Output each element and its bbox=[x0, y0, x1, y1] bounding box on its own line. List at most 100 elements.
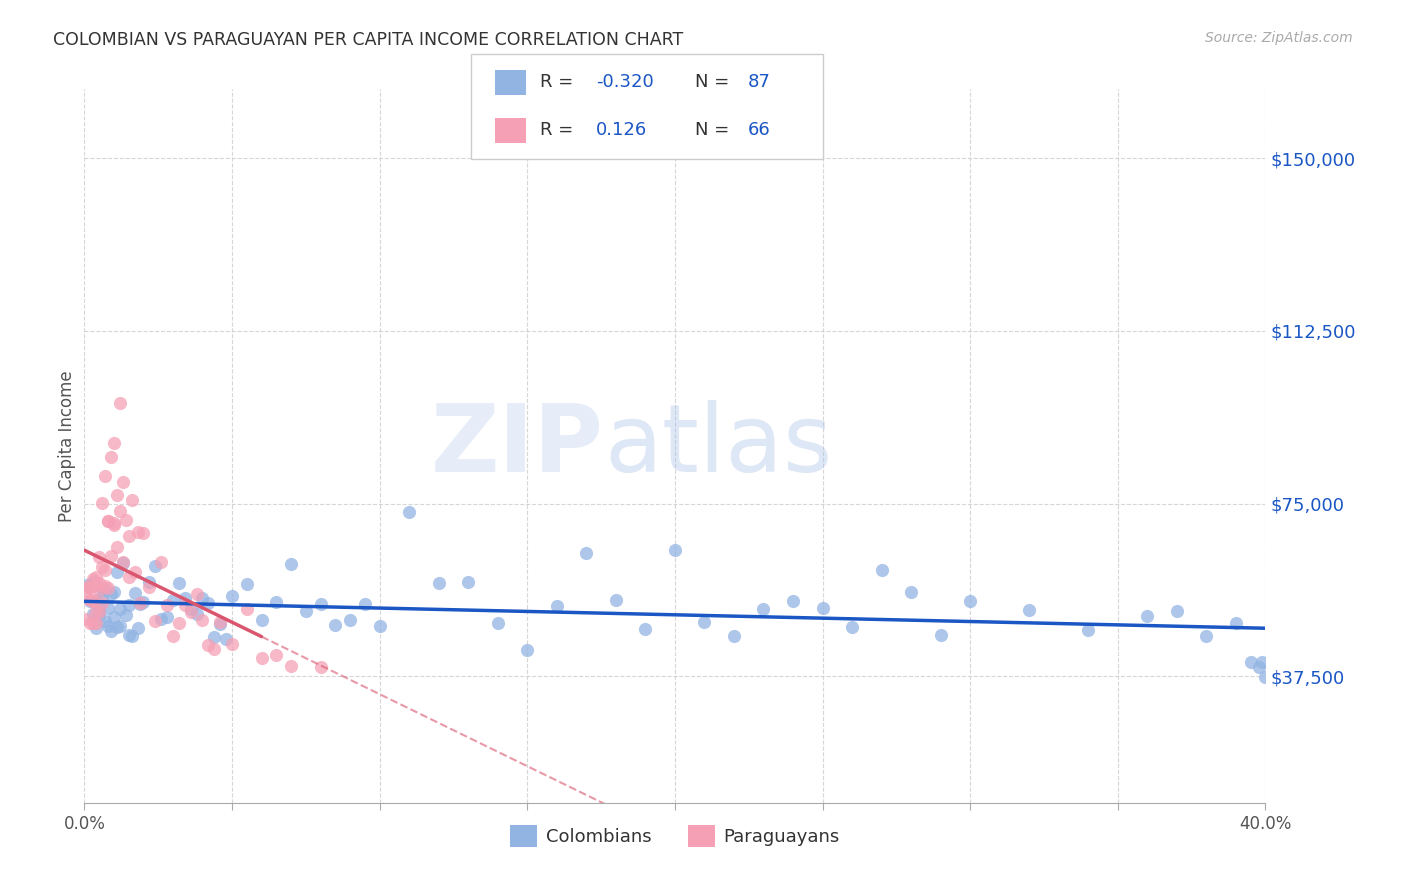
Point bbox=[250, 613, 273, 627]
Point bbox=[114, 513, 136, 527]
Point bbox=[87, 604, 111, 618]
Point bbox=[209, 617, 232, 632]
Point bbox=[103, 516, 125, 531]
Point bbox=[1018, 603, 1040, 617]
Point bbox=[209, 615, 232, 630]
Point bbox=[97, 514, 120, 528]
Point bbox=[97, 581, 120, 595]
Point bbox=[1254, 670, 1277, 684]
Point bbox=[105, 620, 128, 634]
Point bbox=[215, 632, 238, 647]
Point bbox=[124, 565, 146, 579]
Point bbox=[575, 546, 598, 560]
Point bbox=[87, 583, 111, 598]
Point bbox=[127, 524, 149, 539]
Point bbox=[111, 475, 134, 489]
Y-axis label: Per Capita Income: Per Capita Income bbox=[58, 370, 76, 522]
Point bbox=[118, 628, 141, 642]
Point bbox=[91, 596, 114, 610]
Point bbox=[427, 575, 450, 590]
Point bbox=[752, 602, 775, 616]
Point bbox=[91, 591, 114, 605]
Point bbox=[127, 621, 149, 635]
Point bbox=[79, 581, 101, 595]
Point bbox=[138, 581, 160, 595]
Point bbox=[221, 637, 243, 651]
Point bbox=[1225, 616, 1247, 631]
Point bbox=[143, 614, 166, 628]
Point bbox=[167, 576, 190, 591]
Point bbox=[180, 605, 202, 619]
Point bbox=[79, 594, 101, 608]
Point bbox=[1166, 604, 1188, 618]
Point bbox=[368, 619, 391, 633]
Point bbox=[150, 555, 173, 569]
Point bbox=[76, 591, 98, 605]
Point bbox=[132, 595, 155, 609]
Point bbox=[82, 607, 104, 621]
Point bbox=[94, 563, 117, 577]
Point bbox=[186, 607, 208, 621]
Point bbox=[97, 514, 120, 528]
Point bbox=[634, 622, 657, 636]
Point bbox=[103, 436, 125, 450]
Point bbox=[1240, 655, 1263, 669]
Point bbox=[108, 395, 131, 409]
Point bbox=[280, 558, 302, 572]
Point bbox=[121, 492, 143, 507]
Text: 87: 87 bbox=[748, 73, 770, 91]
Point bbox=[236, 601, 259, 615]
Point bbox=[94, 582, 117, 597]
Point bbox=[929, 628, 952, 642]
Point bbox=[202, 641, 225, 656]
Point bbox=[84, 616, 107, 631]
Point bbox=[1136, 609, 1159, 624]
Point bbox=[91, 559, 114, 574]
Point bbox=[162, 629, 184, 643]
Point bbox=[516, 642, 538, 657]
Point bbox=[150, 612, 173, 626]
Point bbox=[87, 550, 111, 565]
Point bbox=[202, 630, 225, 644]
Point bbox=[162, 593, 184, 607]
Text: ZIP: ZIP bbox=[432, 400, 605, 492]
Point bbox=[236, 576, 259, 591]
Text: Source: ZipAtlas.com: Source: ZipAtlas.com bbox=[1205, 31, 1353, 45]
Point bbox=[82, 594, 104, 608]
Point bbox=[84, 569, 107, 583]
Point bbox=[173, 591, 195, 606]
Point bbox=[250, 651, 273, 665]
Point bbox=[605, 593, 627, 607]
Point bbox=[79, 616, 101, 631]
Point bbox=[811, 601, 834, 615]
Point bbox=[76, 578, 98, 592]
Point bbox=[79, 581, 101, 595]
Point bbox=[197, 638, 219, 652]
Point bbox=[108, 619, 131, 633]
Point bbox=[1251, 655, 1274, 669]
Point bbox=[103, 610, 125, 624]
Point bbox=[97, 619, 120, 633]
Point bbox=[82, 616, 104, 631]
Point bbox=[87, 605, 111, 619]
Point bbox=[91, 496, 114, 510]
Point bbox=[354, 597, 377, 611]
Point bbox=[900, 585, 922, 599]
Point bbox=[100, 450, 122, 465]
Point bbox=[84, 593, 107, 607]
Point bbox=[105, 565, 128, 579]
Point bbox=[76, 612, 98, 626]
Point bbox=[100, 587, 122, 601]
Point bbox=[94, 469, 117, 483]
Point bbox=[118, 570, 141, 584]
Point bbox=[87, 602, 111, 616]
Point bbox=[103, 518, 125, 533]
Point bbox=[191, 591, 214, 605]
Text: R =: R = bbox=[540, 121, 579, 139]
Point bbox=[132, 525, 155, 540]
Point bbox=[118, 529, 141, 543]
Point bbox=[108, 602, 131, 616]
Point bbox=[191, 613, 214, 627]
Point bbox=[103, 585, 125, 599]
Point bbox=[100, 624, 122, 638]
